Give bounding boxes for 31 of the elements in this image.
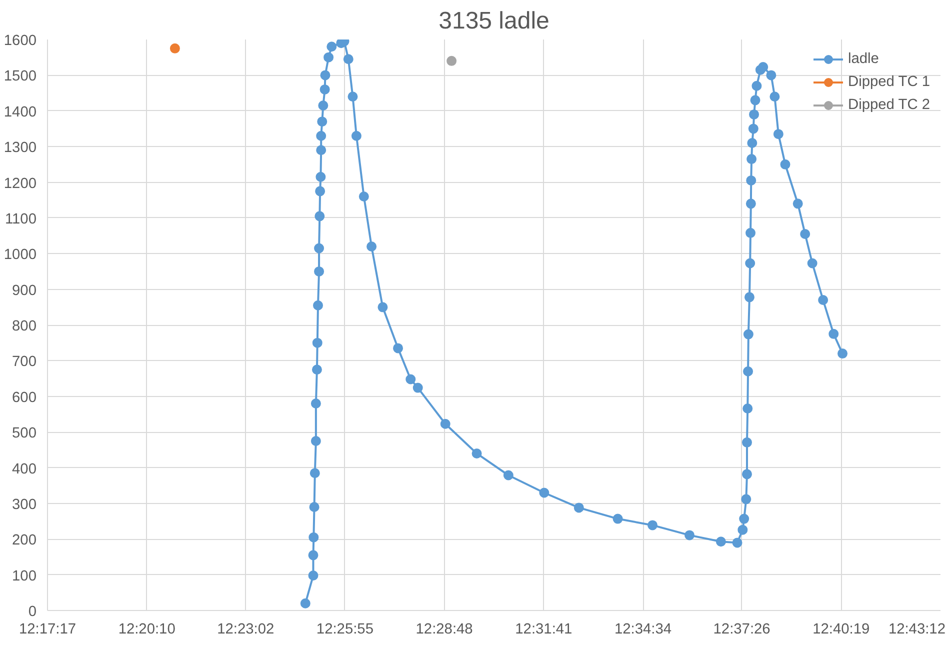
y-tick-label: 600	[12, 390, 37, 406]
x-tick-label: 12:20:10	[118, 622, 176, 638]
legend-label: Dipped TC 2	[848, 97, 930, 113]
y-tick-label: 0	[28, 604, 37, 620]
y-tick-label: 700	[12, 354, 37, 370]
x-tick-label: 12:40:19	[812, 622, 870, 638]
x-tick-label: 12:25:55	[316, 622, 374, 638]
x-tick-label: 12:31:41	[515, 622, 572, 638]
y-tick-label: 1400	[4, 104, 37, 120]
y-tick-label: 300	[12, 496, 37, 513]
x-tick-label: 12:23:02	[217, 622, 274, 638]
y-tick-label: 1300	[4, 140, 37, 156]
y-tick-label: 200	[12, 532, 37, 549]
y-tick-label: 1100	[4, 211, 37, 228]
y-tick-label: 500	[12, 426, 37, 442]
y-tick-label: 1500	[4, 68, 37, 85]
y-tick-label: 100	[12, 568, 37, 584]
x-tick-label: 12:17:17	[18, 622, 76, 638]
x-tick-label: 12:28:48	[416, 622, 473, 638]
x-tick-label: 12:37:26	[713, 622, 770, 638]
legend-label: Dipped TC 1	[848, 74, 930, 90]
x-tick-label: 12:43:12	[888, 622, 946, 638]
y-tick-label: 900	[12, 282, 37, 299]
y-tick-label: 1000	[4, 247, 37, 264]
legend-label: ladle	[848, 51, 879, 67]
chart-title: 3135 ladle	[438, 8, 550, 34]
y-tick-label: 1600	[4, 33, 37, 49]
x-tick-label: 12:34:34	[614, 622, 672, 638]
y-tick-label: 400	[12, 461, 37, 478]
y-tick-label: 1200	[4, 176, 37, 192]
y-tick-label: 800	[12, 318, 37, 334]
